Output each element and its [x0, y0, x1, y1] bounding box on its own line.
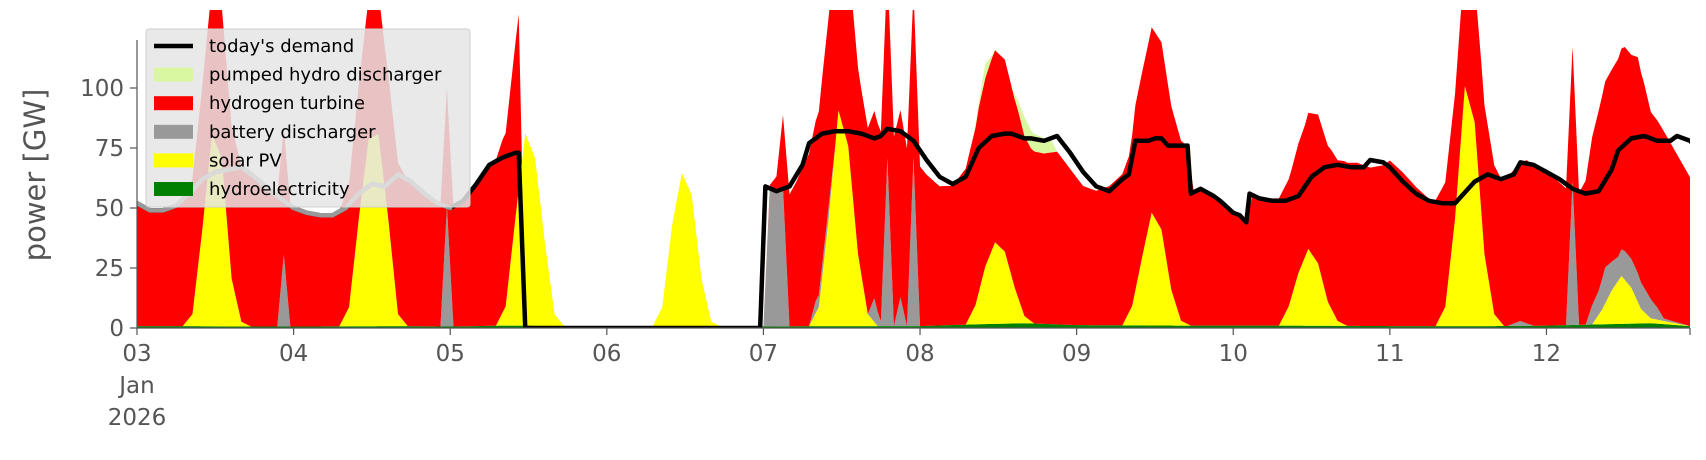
legend-swatch — [154, 67, 193, 82]
x-tick-label: 04 — [279, 341, 308, 367]
legend-box — [145, 28, 471, 208]
legend-label: hydrogen turbine — [209, 93, 365, 114]
legend-swatch — [154, 182, 193, 196]
x-tick-label: 05 — [436, 341, 465, 367]
x-tick-label: 09 — [1062, 341, 1091, 367]
x-tick-label: 11 — [1375, 341, 1404, 367]
legend-label: battery discharger — [209, 122, 376, 143]
x-tick-label: 10 — [1219, 341, 1248, 367]
y-tick-label: 75 — [95, 136, 124, 162]
legend: today's demand pumped hydro discharger hyd… — [145, 28, 471, 208]
area-solar-pv — [137, 86, 1690, 327]
x-tick-label: 2026 — [108, 405, 167, 431]
legend-label: pumped hydro discharger — [209, 65, 442, 86]
y-tick-label: 25 — [95, 256, 124, 282]
y-tick-label: 100 — [80, 76, 124, 102]
x-tick-label: 03 — [122, 341, 151, 367]
area-battery-discharger — [137, 86, 1690, 327]
x-tick-label: 07 — [749, 341, 778, 367]
legend-swatch — [154, 124, 193, 139]
area-hydrogen-turbine — [137, 10, 1690, 327]
y-tick-label: 50 — [95, 196, 124, 222]
x-tick-label: 12 — [1532, 341, 1561, 367]
y-tick-label: 0 — [109, 316, 124, 342]
legend-label: hydroelectricity — [209, 179, 350, 200]
x-tick-label: 06 — [592, 341, 621, 367]
y-axis-label: power [GW] — [18, 89, 52, 262]
legend-label: today's demand — [209, 36, 354, 57]
x-tick-label: Jan — [117, 373, 154, 399]
legend-label: solar PV — [209, 150, 282, 171]
legend-swatch — [154, 153, 193, 168]
legend-swatch — [154, 96, 193, 111]
axes: 0 25 50 75 100 03 Jan 2026 04 05 06 07 08 09 10 11 12 — [80, 40, 1691, 431]
x-tick-label: 08 — [905, 341, 934, 367]
